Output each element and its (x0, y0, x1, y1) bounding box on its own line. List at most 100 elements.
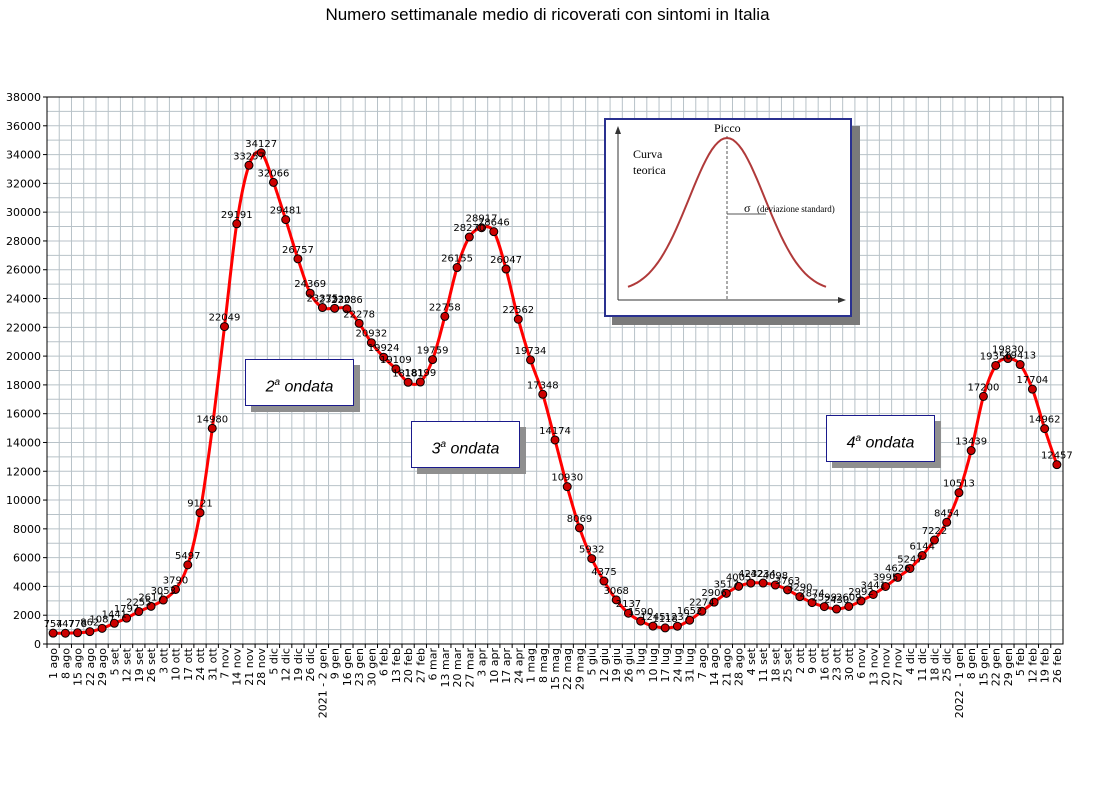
data-point (954, 488, 964, 498)
y-tick-label: 24000 (6, 293, 41, 306)
data-point (60, 628, 70, 638)
x-tick-label: 11 set (757, 647, 770, 682)
data-point (868, 589, 878, 599)
data-label: 2617 (138, 592, 163, 603)
data-point (219, 322, 229, 332)
theoretical-curve-inset: Picco Curva teorica σ (deviazione standa… (604, 118, 852, 317)
data-point (477, 223, 487, 233)
x-tick-label: 2 ott (794, 647, 807, 674)
data-label: 22562 (502, 305, 534, 316)
wave4-sup: a (855, 433, 862, 444)
inset-sigma-symbol: σ (744, 201, 751, 215)
data-point (991, 360, 1001, 370)
data-label: 19830 (992, 345, 1024, 356)
inset-curve-label-2: teorica (633, 163, 666, 177)
data-label: 14962 (1029, 415, 1061, 426)
y-tick-label: 14000 (6, 436, 41, 449)
data-point (268, 177, 278, 187)
data-point (770, 580, 780, 590)
data-point (122, 613, 132, 623)
x-tick-label: 27 feb (414, 648, 427, 683)
data-point (734, 581, 744, 591)
data-label: 1652 (677, 606, 702, 617)
x-tick-label: 19 set (133, 647, 146, 682)
x-tick-label: 26 dic (304, 648, 317, 682)
data-point (526, 355, 536, 365)
data-label: 14174 (539, 426, 571, 437)
data-label: 5497 (175, 551, 200, 562)
annotation-4th-wave: 4a ondata (826, 415, 935, 462)
data-point (978, 391, 988, 401)
x-tick-label: 24 lug (671, 648, 684, 683)
y-tick-label: 36000 (6, 120, 41, 133)
data-label: 19924 (368, 343, 400, 354)
data-label: 1245 (640, 612, 665, 623)
data-point (709, 597, 719, 607)
x-tick-label: 20 feb (402, 648, 415, 683)
data-point (195, 508, 205, 518)
data-point (672, 621, 682, 631)
x-tick-label: 16 ott (818, 647, 831, 681)
x-tick-label: 4 set (745, 647, 758, 675)
data-point (158, 595, 168, 605)
y-tick-label: 32000 (6, 177, 41, 190)
data-point (171, 584, 181, 594)
x-tick-label: 22 ago (84, 648, 97, 686)
x-tick-label: 9 ott (806, 647, 819, 674)
inset-sigma-label: (deviazione standard) (757, 204, 835, 214)
data-point (966, 446, 976, 456)
x-tick-label: 15 gen (977, 648, 990, 686)
data-point (697, 606, 707, 616)
data-label: 18199 (404, 368, 436, 379)
y-tick-label: 26000 (6, 264, 41, 277)
data-point (562, 482, 572, 492)
data-label: 5247 (897, 554, 922, 565)
data-label: 3790 (163, 575, 188, 586)
data-label: 7222 (922, 526, 947, 537)
x-tick-label: 2021 - 2 gen (316, 648, 329, 718)
data-point (1027, 384, 1037, 394)
x-tick-label: 26 giu (622, 648, 635, 683)
x-tick-label: 11 dic (916, 648, 929, 682)
inset-bell-curve (627, 136, 827, 288)
data-point (893, 572, 903, 582)
data-label: 23320 (319, 294, 351, 305)
data-label: 4234 (750, 569, 775, 580)
x-tick-label: 10 apr (488, 648, 501, 684)
data-label: 19759 (417, 346, 449, 357)
chart-grid (47, 97, 1063, 644)
data-label: 13439 (955, 437, 987, 448)
data-point (342, 304, 352, 314)
plot-area-frame (46, 96, 1064, 645)
y-tick-label: 16000 (6, 408, 41, 421)
data-point (758, 578, 768, 588)
x-tick-label: 19 feb (1039, 648, 1052, 683)
data-label: 10930 (551, 473, 583, 484)
wave2-number: 2 (265, 378, 275, 396)
data-point (232, 219, 242, 229)
data-point (73, 628, 83, 638)
data-label: 3290 (787, 583, 812, 594)
data-label: 5932 (579, 545, 604, 556)
y-tick-label: 6000 (13, 552, 41, 565)
x-tick-label: 10 lug (647, 648, 660, 683)
data-label: 23286 (331, 295, 363, 306)
data-label: 24369 (294, 279, 326, 290)
data-point (623, 608, 633, 618)
data-label: 3517 (714, 579, 739, 590)
data-label: 747 (56, 619, 75, 630)
x-tick-label: 5 feb (1014, 648, 1027, 676)
data-point (354, 318, 364, 328)
x-tick-label: 15 mag (549, 648, 562, 690)
x-tick-label: 31 lug (684, 648, 697, 683)
x-tick-label: 24 apr (512, 648, 525, 684)
wave3-sup: a (440, 439, 447, 450)
data-point (550, 435, 560, 445)
data-point (317, 303, 327, 313)
data-label: 17348 (527, 380, 559, 391)
x-tick-label: 3 lug (635, 648, 648, 676)
data-label: 19109 (380, 355, 412, 366)
data-point (917, 551, 927, 561)
x-tick-label: 9 gen (329, 648, 342, 679)
data-point (574, 523, 584, 533)
